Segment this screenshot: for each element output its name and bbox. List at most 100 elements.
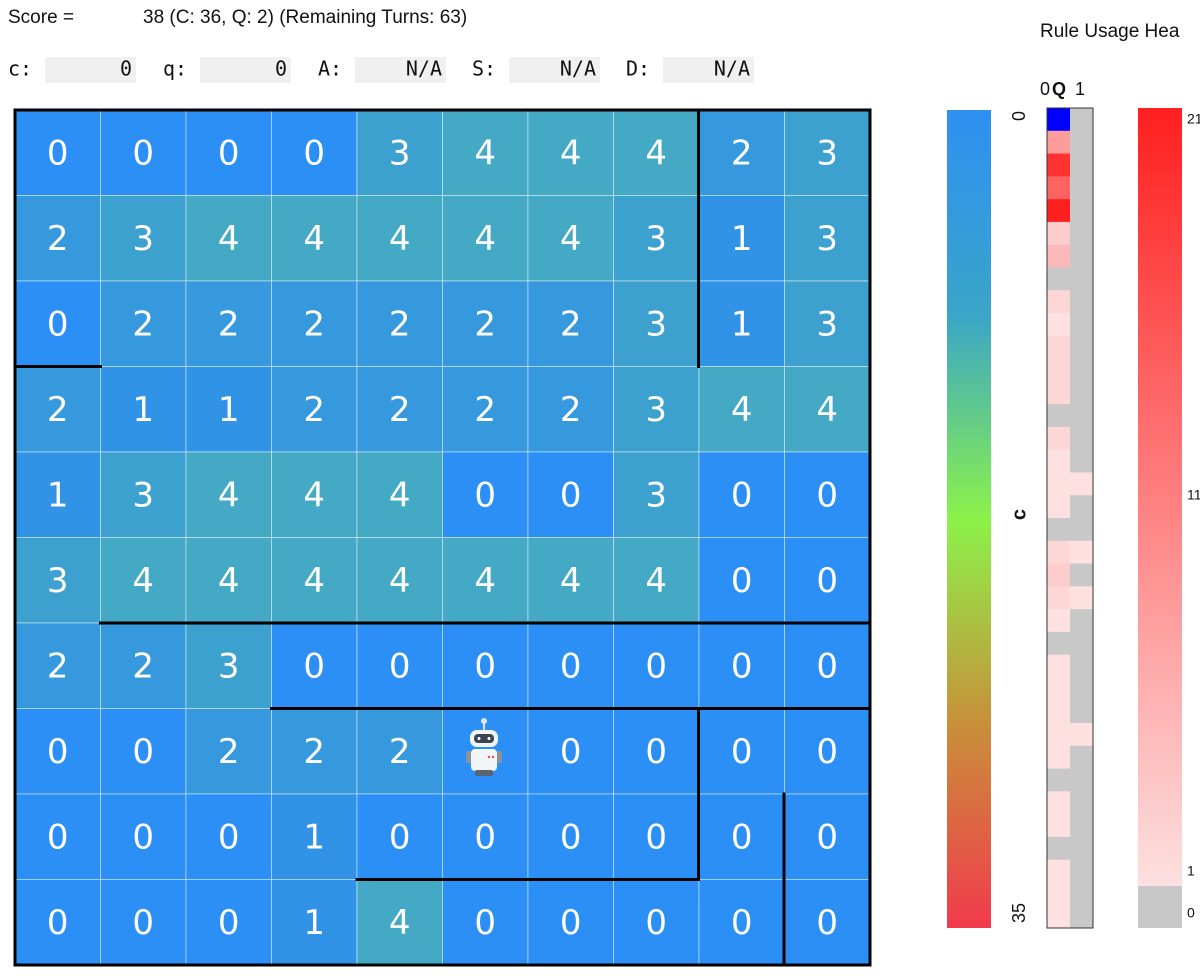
cell-value: 1 xyxy=(731,219,753,259)
cell xyxy=(356,708,443,795)
heatmap-cell xyxy=(1070,882,1093,906)
cell-value: 0 xyxy=(132,133,154,173)
cell xyxy=(271,280,358,367)
cell xyxy=(442,622,529,709)
heatmap-cell xyxy=(1070,290,1093,314)
heatmap-cell xyxy=(1070,768,1093,792)
cell xyxy=(185,280,272,367)
cell-value: 4 xyxy=(474,219,496,259)
cell-value: 2 xyxy=(47,219,69,259)
colorbar-tick: 0 xyxy=(1009,111,1029,121)
cell-value: 0 xyxy=(303,646,325,686)
cell-value: 0 xyxy=(132,817,154,857)
cell-value: 0 xyxy=(218,903,240,943)
cell-value: 2 xyxy=(560,390,582,430)
cell-value: 0 xyxy=(474,817,496,857)
cell xyxy=(698,708,785,795)
cell xyxy=(356,793,443,880)
cell-value: 0 xyxy=(816,732,838,772)
cell xyxy=(613,537,700,624)
heatmap-cell xyxy=(1047,472,1070,496)
cell-value: 4 xyxy=(218,475,240,515)
field-box[interactable] xyxy=(509,57,600,83)
heatmap-cell xyxy=(1070,654,1093,678)
cell-value: 3 xyxy=(47,561,69,601)
cell-value: 4 xyxy=(474,561,496,601)
heatmap-cell xyxy=(1070,358,1093,382)
cell xyxy=(698,793,785,880)
cell-value: 4 xyxy=(560,133,582,173)
heatmap-cell xyxy=(1070,221,1093,245)
cell-value: 4 xyxy=(389,475,411,515)
cell xyxy=(698,879,785,966)
cell-value: 2 xyxy=(389,304,411,344)
heatmap-cell xyxy=(1070,563,1093,587)
heatmap-cell xyxy=(1047,313,1070,337)
cell xyxy=(527,451,614,538)
cell xyxy=(784,879,871,966)
cell-value: 0 xyxy=(731,903,753,943)
heatmap-cell xyxy=(1047,745,1070,769)
field-box[interactable] xyxy=(663,57,754,83)
cell xyxy=(14,793,101,880)
cell-value: 4 xyxy=(132,561,154,601)
heatmap-border xyxy=(1046,107,1094,929)
cell xyxy=(14,879,101,966)
cell xyxy=(14,195,101,282)
cell-value: 0 xyxy=(47,133,69,173)
heatmap-cell xyxy=(1047,836,1070,860)
field-box[interactable] xyxy=(45,57,136,83)
field-label: q: xyxy=(163,57,187,81)
cell-value: 4 xyxy=(731,390,753,430)
cell xyxy=(100,366,187,453)
cell-value: 4 xyxy=(218,561,240,601)
cell xyxy=(185,195,272,282)
field-value: 0 xyxy=(275,57,287,81)
heatmap-cell xyxy=(1047,814,1070,838)
cell-value: 0 xyxy=(560,903,582,943)
cell-value: 2 xyxy=(389,390,411,430)
cell xyxy=(271,793,358,880)
cell-value: 0 xyxy=(645,646,667,686)
cell-value: 4 xyxy=(303,219,325,259)
cell xyxy=(271,195,358,282)
heatmap-scale-tick: 21 xyxy=(1187,111,1200,127)
cell xyxy=(100,537,187,624)
cell xyxy=(356,195,443,282)
cell-value: 1 xyxy=(303,903,325,943)
heatmap-cell xyxy=(1047,221,1070,245)
field-box[interactable] xyxy=(355,57,446,83)
heatmap-cell xyxy=(1070,176,1093,200)
cell xyxy=(527,195,614,282)
field-value: N/A xyxy=(714,57,750,81)
heatmap-cell xyxy=(1047,882,1070,906)
score-text: 38 (C: 36, Q: 2) (Remaining Turns: 63) xyxy=(143,7,467,28)
heatmap-cell xyxy=(1070,153,1093,177)
heatmap-cell xyxy=(1047,244,1070,268)
heatmap-cell xyxy=(1047,130,1070,154)
heatmap-column-label: Q xyxy=(1052,79,1066,99)
heatmap-cell xyxy=(1070,495,1093,519)
heatmap-cell xyxy=(1047,267,1070,291)
cell xyxy=(784,451,871,538)
heatmap-title: Rule Usage Hea xyxy=(1040,21,1180,42)
heatmap-cell xyxy=(1047,700,1070,724)
cell-value: 0 xyxy=(731,817,753,857)
heatmap-cell xyxy=(1070,335,1093,359)
cell-value: 0 xyxy=(816,475,838,515)
colorbar: 0 35 c xyxy=(947,110,1030,928)
heatmap-cell xyxy=(1047,586,1070,610)
cell-value: 4 xyxy=(389,903,411,943)
heatmap-cell xyxy=(1070,859,1093,883)
field-box[interactable] xyxy=(200,57,291,83)
cell xyxy=(185,537,272,624)
heatmap-cell xyxy=(1047,768,1070,792)
field-label: A: xyxy=(318,57,342,81)
heatmap-cell xyxy=(1047,677,1070,701)
heatmap-cell xyxy=(1070,244,1093,268)
heatmap-cell xyxy=(1070,745,1093,769)
cell xyxy=(613,195,700,282)
field-value: 0 xyxy=(120,57,132,81)
cell-value: 0 xyxy=(560,817,582,857)
cell-value: 3 xyxy=(132,475,154,515)
